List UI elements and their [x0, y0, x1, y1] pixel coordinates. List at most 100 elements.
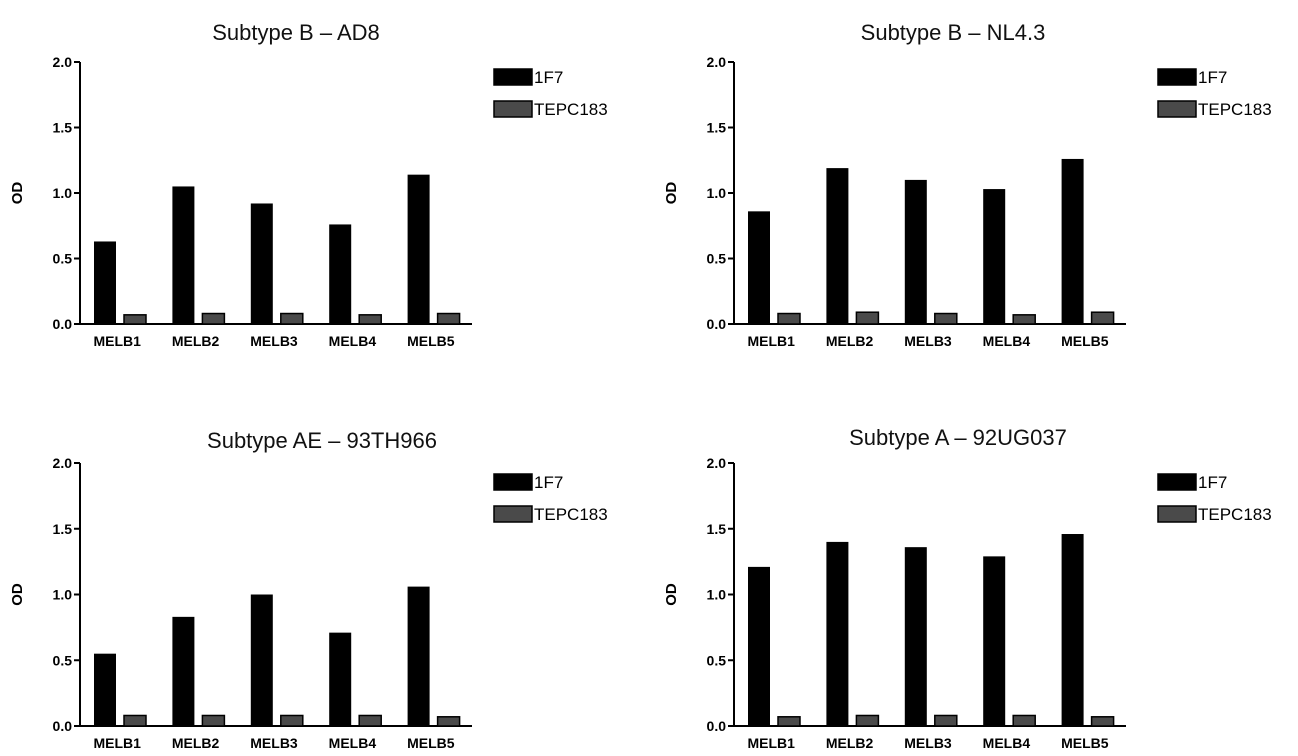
- y-tick-label: 1.0: [53, 587, 73, 603]
- y-tick-label: 2.0: [53, 54, 73, 70]
- chart-title: Subtype B – AD8: [212, 20, 380, 45]
- y-tick-label: 2.0: [707, 54, 727, 70]
- y-axis-label: OD: [9, 182, 26, 205]
- bar-tepc183-melb4: [358, 714, 382, 727]
- x-tick-label: MELB1: [93, 735, 141, 751]
- legend-swatch-tepc183: [493, 100, 533, 118]
- bar-1f7-melb3: [250, 203, 273, 324]
- bar-1f7-melb4: [329, 632, 352, 726]
- chart-panel-1: Subtype B – AD8 0.0 0.5 1.0 1.5 2.0 OD MELB1 MEL…: [9, 20, 608, 349]
- x-tick-label: MELB3: [904, 333, 952, 349]
- y-tick-label: 1.0: [707, 185, 727, 201]
- y-tick-label: 0.5: [53, 251, 73, 267]
- bar-tepc183-melb5: [1090, 311, 1115, 325]
- bar-tepc183-melb5: [1090, 716, 1115, 727]
- y-tick-label: 1.5: [707, 521, 727, 537]
- y-tick-label: 0.5: [53, 652, 73, 668]
- bar-tepc183-melb3: [280, 714, 304, 727]
- bar-tepc183-melb4: [1012, 714, 1036, 727]
- x-tick-label: MELB2: [172, 333, 220, 349]
- bar-1f7-melb5: [407, 174, 430, 324]
- legend-label-1f7: 1F7: [1198, 473, 1227, 492]
- legend: 1F7 TEPC183: [493, 473, 608, 524]
- x-tick-label: MELB2: [826, 735, 874, 751]
- legend-label-tepc183: TEPC183: [534, 505, 608, 524]
- legend-label-1f7: 1F7: [1198, 68, 1227, 87]
- bar-1f7-melb1: [94, 241, 116, 324]
- bar-1f7-melb4: [983, 189, 1006, 324]
- bar-1f7-melb1: [748, 566, 770, 726]
- bar-tepc183-melb1: [123, 314, 147, 325]
- chart-panel-2: Subtype B – NL4.3 0.0 0.5 1.0 1.5 2.0 OD MELB1 M…: [663, 20, 1272, 349]
- chart-title: Subtype AE – 93TH966: [207, 428, 437, 453]
- y-axis-label: OD: [9, 583, 26, 606]
- x-tick-label: MELB1: [747, 735, 795, 751]
- bar-1f7-melb1: [748, 211, 770, 324]
- bar-tepc183-melb1: [777, 716, 801, 727]
- legend-swatch-1f7: [493, 473, 533, 491]
- y-tick-label: 0.0: [707, 316, 727, 332]
- legend: 1F7 TEPC183: [1157, 68, 1272, 119]
- y-tick-label: 1.0: [707, 587, 727, 603]
- bar-tepc183-melb3: [280, 312, 304, 325]
- bar-1f7-melb2: [172, 616, 195, 726]
- bar-1f7-melb1: [94, 653, 116, 726]
- legend: 1F7 TEPC183: [1157, 473, 1272, 524]
- x-tick-label: MELB3: [904, 735, 952, 751]
- legend-label-1f7: 1F7: [534, 68, 563, 87]
- x-tick-label: MELB3: [250, 735, 298, 751]
- y-tick-label: 2.0: [53, 455, 73, 471]
- bar-1f7-melb5: [407, 586, 430, 726]
- y-tick-label: 1.5: [707, 120, 727, 136]
- bar-tepc183-melb3: [934, 312, 958, 325]
- x-tick-label: MELB5: [1061, 735, 1109, 751]
- x-tick-label: MELB4: [329, 333, 377, 349]
- bar-1f7-melb2: [826, 541, 849, 726]
- bar-1f7-melb3: [250, 594, 273, 726]
- y-axis-label: OD: [663, 583, 680, 606]
- legend-swatch-1f7: [1157, 473, 1197, 491]
- y-tick-label: 0.0: [53, 718, 73, 734]
- y-tick-label: 0.0: [53, 316, 73, 332]
- bar-tepc183-melb1: [777, 312, 801, 325]
- bar-1f7-melb3: [904, 547, 927, 726]
- y-tick-label: 0.0: [707, 718, 727, 734]
- legend-label-tepc183: TEPC183: [1198, 505, 1272, 524]
- x-tick-label: MELB4: [983, 735, 1031, 751]
- bar-1f7-melb3: [904, 179, 927, 324]
- bar-tepc183-melb5: [436, 312, 461, 325]
- legend-label-tepc183: TEPC183: [1198, 100, 1272, 119]
- legend-label-1f7: 1F7: [534, 473, 563, 492]
- bar-1f7-melb5: [1061, 158, 1084, 324]
- x-tick-label: MELB2: [826, 333, 874, 349]
- y-tick-label: 2.0: [707, 455, 727, 471]
- y-tick-label: 0.5: [707, 251, 727, 267]
- bar-tepc183-melb2: [201, 312, 226, 325]
- chart-panel-4: Subtype A – 92UG037 0.0 0.5 1.0 1.5 2.0 OD MELB…: [663, 425, 1272, 751]
- bar-tepc183-melb5: [436, 716, 461, 727]
- legend: 1F7 TEPC183: [493, 68, 608, 119]
- x-tick-label: MELB3: [250, 333, 298, 349]
- bar-1f7-melb5: [1061, 534, 1084, 726]
- x-tick-label: MELB1: [93, 333, 141, 349]
- bar-tepc183-melb4: [358, 314, 382, 325]
- bar-tepc183-melb1: [123, 714, 147, 727]
- chart-title: Subtype A – 92UG037: [849, 425, 1067, 450]
- bar-1f7-melb2: [172, 186, 195, 324]
- x-tick-label: MELB5: [407, 735, 455, 751]
- bar-tepc183-melb2: [855, 311, 880, 325]
- legend-label-tepc183: TEPC183: [534, 100, 608, 119]
- x-tick-label: MELB2: [172, 735, 220, 751]
- x-tick-label: MELB4: [983, 333, 1031, 349]
- bar-1f7-melb4: [329, 224, 352, 324]
- bar-1f7-melb4: [983, 556, 1006, 726]
- legend-swatch-tepc183: [1157, 505, 1197, 523]
- legend-swatch-1f7: [493, 68, 533, 86]
- y-tick-label: 1.0: [53, 185, 73, 201]
- bar-tepc183-melb2: [201, 714, 226, 727]
- legend-swatch-1f7: [1157, 68, 1197, 86]
- x-tick-label: MELB4: [329, 735, 377, 751]
- legend-swatch-tepc183: [1157, 100, 1197, 118]
- bar-tepc183-melb4: [1012, 314, 1036, 325]
- legend-swatch-tepc183: [493, 505, 533, 523]
